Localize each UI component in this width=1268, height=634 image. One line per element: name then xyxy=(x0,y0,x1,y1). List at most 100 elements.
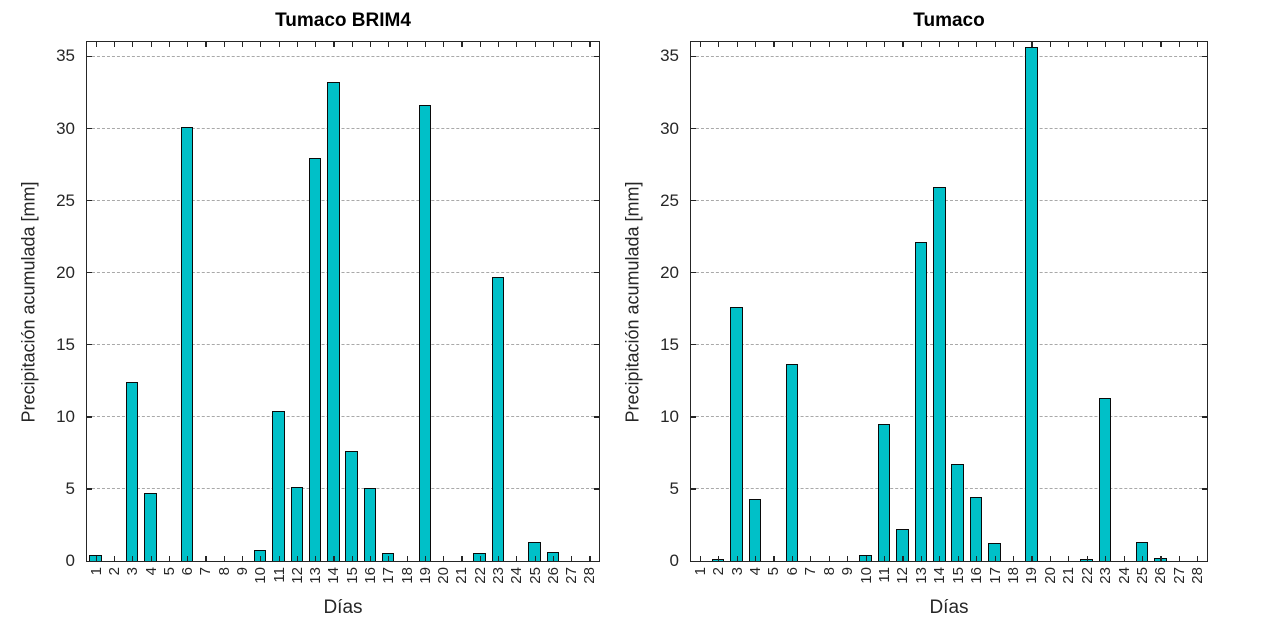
y-tick xyxy=(1201,344,1207,346)
y-tick xyxy=(86,272,92,274)
y-tick xyxy=(86,488,92,490)
x-tick xyxy=(296,41,298,47)
x-tick xyxy=(351,555,353,561)
x-tick xyxy=(1086,555,1088,561)
x-tick-label: 4 xyxy=(747,567,764,576)
x-tick-label: 24 xyxy=(1115,567,1133,584)
x-tick-label: 23 xyxy=(1097,567,1115,584)
x-tick xyxy=(718,41,720,47)
x-tick xyxy=(810,555,812,561)
x-tick xyxy=(939,41,941,47)
x-axis-label-left: Días xyxy=(323,597,363,618)
x-tick xyxy=(278,555,280,561)
bar-day-16 xyxy=(363,488,377,561)
x-tick xyxy=(828,555,830,561)
x-tick xyxy=(260,555,262,561)
x-tick xyxy=(150,555,152,561)
x-tick xyxy=(552,41,554,47)
x-tick-label: 12 xyxy=(288,567,306,584)
y-tick xyxy=(1201,200,1207,202)
x-tick-label: 9 xyxy=(233,567,251,576)
y-axis-label-left: Precipitación acumulada [mm] xyxy=(18,181,39,423)
x-tick xyxy=(497,41,500,47)
y-tick xyxy=(690,344,696,346)
bar-day-6 xyxy=(180,126,194,561)
x-tick xyxy=(718,555,720,561)
x-tick-label: 3 xyxy=(728,567,746,576)
x-tick xyxy=(1197,41,1199,47)
x-tick xyxy=(828,41,830,47)
x-tick-label: 8 xyxy=(215,567,233,576)
y-tick xyxy=(690,272,696,274)
x-tick-label: 5 xyxy=(765,567,783,576)
x-tick xyxy=(1178,555,1181,561)
x-tick xyxy=(95,555,97,561)
gridline-y20 xyxy=(690,272,1207,274)
x-tick xyxy=(1160,555,1162,561)
gridline-y15 xyxy=(690,344,1207,346)
x-tick xyxy=(406,555,408,561)
x-tick xyxy=(187,41,189,47)
gridline-y30 xyxy=(690,128,1207,129)
x-tick xyxy=(1068,555,1070,561)
x-tick xyxy=(920,555,923,561)
x-tick xyxy=(369,41,372,47)
x-tick xyxy=(223,41,225,47)
x-tick xyxy=(315,41,317,47)
x-tick-label: 11 xyxy=(876,567,893,583)
x-tick xyxy=(516,555,518,561)
x-tick-label: 9 xyxy=(839,567,857,576)
x-tick xyxy=(773,41,775,47)
x-tick-label: 14 xyxy=(931,567,949,584)
x-tick xyxy=(315,555,317,561)
y-tick xyxy=(690,55,696,58)
bar-day-3 xyxy=(125,381,139,561)
x-tick-label: 27 xyxy=(1170,567,1188,584)
x-tick xyxy=(113,555,116,561)
y-tick-label: 20 xyxy=(660,262,679,282)
x-tick-label: 17 xyxy=(986,567,1004,584)
gridline-y5 xyxy=(690,488,1207,490)
x-tick-label: 2 xyxy=(105,567,123,576)
y-tick xyxy=(1201,128,1207,130)
x-tick xyxy=(479,555,481,561)
y-tick-label: 5 xyxy=(669,478,679,498)
x-tick xyxy=(113,41,116,47)
x-tick xyxy=(1031,41,1033,47)
x-tick xyxy=(516,41,518,47)
x-tick xyxy=(755,41,757,47)
x-tick xyxy=(1049,41,1052,47)
bar-day-10 xyxy=(253,550,267,561)
x-tick xyxy=(902,555,904,561)
bar-day-11 xyxy=(877,423,891,561)
x-tick xyxy=(241,41,244,47)
bar-day-15 xyxy=(951,463,964,561)
x-tick-label: 28 xyxy=(581,567,599,584)
x-tick xyxy=(205,41,207,47)
x-tick xyxy=(1049,555,1052,561)
bar-day-13 xyxy=(308,158,322,561)
x-tick-label: 26 xyxy=(544,567,562,584)
y-tick xyxy=(690,488,696,490)
x-tick xyxy=(1142,41,1144,47)
x-tick xyxy=(443,555,445,561)
x-tick xyxy=(1068,41,1070,47)
bar-day-23 xyxy=(1098,397,1112,561)
x-tick xyxy=(241,555,244,561)
bar-day-13 xyxy=(914,241,928,561)
gridline-y10 xyxy=(690,416,1207,418)
x-tick xyxy=(994,555,996,561)
x-tick-label: 13 xyxy=(912,567,930,584)
y-tick-label: 25 xyxy=(660,190,679,210)
x-tick-label: 3 xyxy=(124,567,142,576)
x-tick xyxy=(1013,41,1015,47)
y-tick-label: 30 xyxy=(660,118,679,138)
y-tick-label: 15 xyxy=(660,334,679,354)
x-tick xyxy=(884,41,886,47)
x-tick xyxy=(443,41,445,47)
bar-day-25 xyxy=(528,541,541,561)
bar-day-11 xyxy=(272,410,285,561)
x-tick-label: 15 xyxy=(343,567,361,584)
x-tick xyxy=(755,555,757,561)
bar-day-14 xyxy=(933,187,946,561)
